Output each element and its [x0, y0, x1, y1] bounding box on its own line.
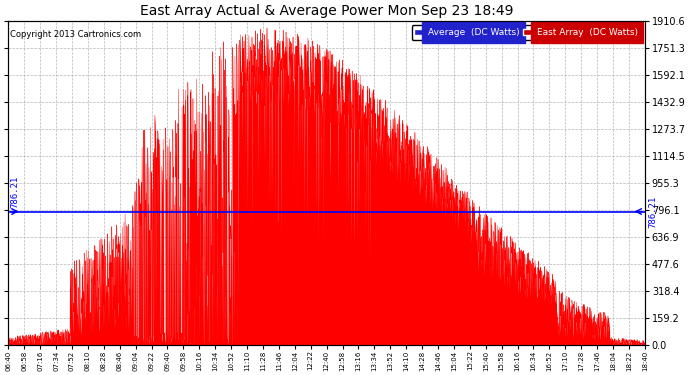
Legend: Average  (DC Watts), East Array  (DC Watts): Average (DC Watts), East Array (DC Watts…	[412, 25, 640, 40]
Text: 786.21: 786.21	[648, 195, 657, 228]
Text: Copyright 2013 Cartronics.com: Copyright 2013 Cartronics.com	[10, 30, 141, 39]
Text: 786.21: 786.21	[10, 176, 19, 208]
Title: East Array Actual & Average Power Mon Sep 23 18:49: East Array Actual & Average Power Mon Se…	[140, 4, 513, 18]
